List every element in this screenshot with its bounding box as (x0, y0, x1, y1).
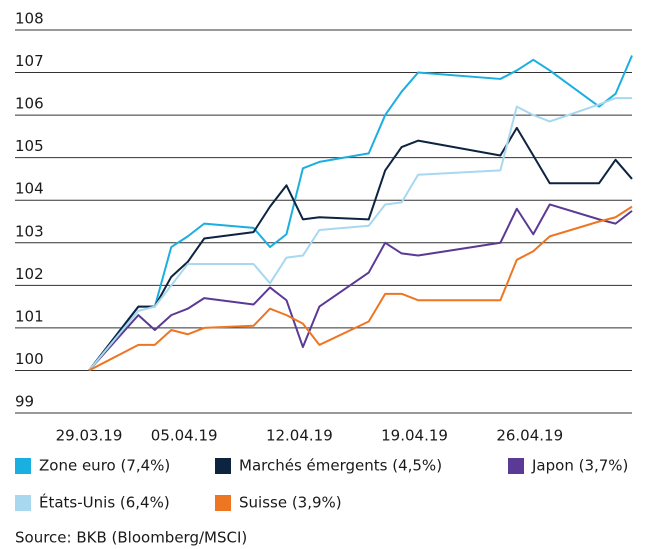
legend-label: Suisse (3,9%) (239, 494, 342, 512)
y-tick-label: 102 (15, 265, 44, 283)
y-tick-label: 108 (15, 10, 44, 28)
x-tick-label: 26.04.19 (496, 427, 563, 445)
y-tick-label: 104 (15, 180, 44, 198)
x-tick-label: 12.04.19 (266, 427, 333, 445)
series-line (88, 126, 633, 372)
y-tick-label: 101 (15, 307, 44, 325)
y-tick-label: 107 (15, 52, 44, 70)
series-line (88, 205, 633, 372)
x-tick-label: 05.04.19 (151, 427, 218, 445)
x-tick-label: 29.03.19 (56, 427, 123, 445)
series-line (88, 97, 632, 372)
legend-swatch (215, 458, 231, 474)
x-tick-label: 19.04.19 (381, 427, 448, 445)
legend-label: Japon (3,7%) (531, 457, 628, 475)
legend-swatch (15, 458, 31, 474)
series-line (88, 55, 633, 372)
legend-swatch (508, 458, 524, 474)
series-line (88, 203, 633, 372)
legend-label: Marchés émergents (4,5%) (239, 457, 442, 475)
y-tick-label: 106 (15, 95, 44, 113)
y-tick-label: 99 (15, 393, 34, 411)
y-tick-label: 103 (15, 222, 44, 240)
legend-swatch (215, 495, 231, 511)
legend-label: États-Unis (6,4%) (39, 493, 170, 512)
y-tick-label: 100 (15, 350, 44, 368)
source: Source: BKB (Bloomberg/MSCI) (15, 529, 247, 547)
y-tick-label: 105 (15, 137, 44, 155)
legend-swatch (15, 495, 31, 511)
legend-label: Zone euro (7,4%) (39, 457, 170, 475)
